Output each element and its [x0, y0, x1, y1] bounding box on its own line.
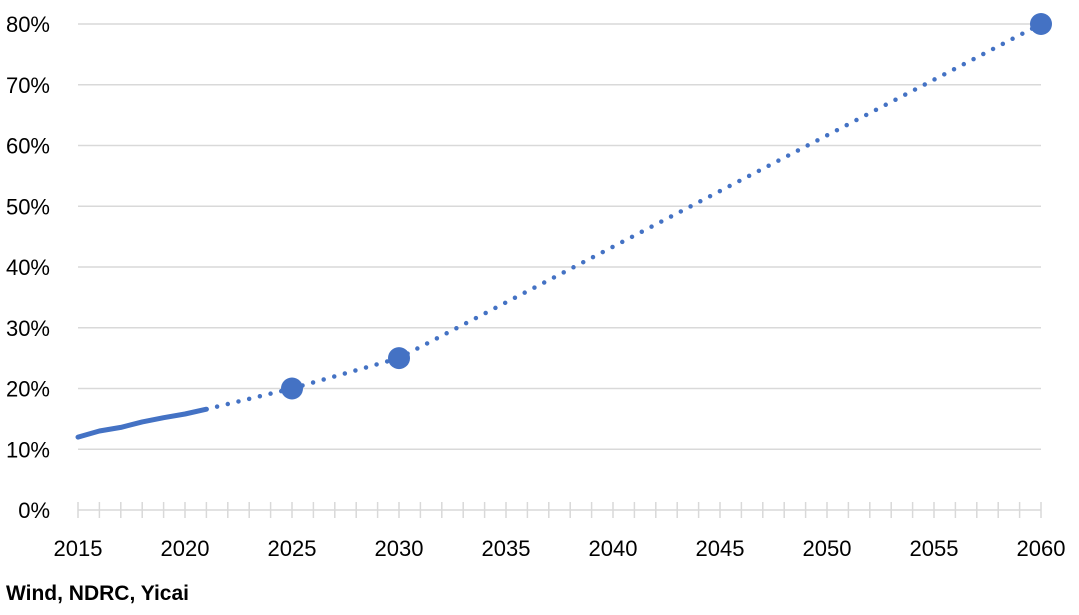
x-tick-label: 2050 [803, 536, 852, 561]
x-tick-label: 2025 [268, 536, 317, 561]
data-point-marker [388, 347, 410, 370]
x-axis [77, 502, 1042, 518]
y-tick-label: 60% [6, 134, 50, 159]
x-axis-tick-labels: 2015 2020 2025 2030 2035 2040 2045 2050 2055 2060 [54, 536, 1066, 561]
y-tick-label: 50% [6, 194, 50, 219]
x-tick-label: 2015 [54, 536, 103, 561]
data-point-marker [281, 377, 303, 400]
y-tick-label: 30% [6, 316, 50, 341]
x-tick-label: 2060 [1017, 536, 1066, 561]
x-tick-label: 2020 [161, 536, 210, 561]
x-tick-label: 2055 [910, 536, 959, 561]
y-tick-label: 10% [6, 437, 50, 462]
gridlines [78, 23, 1041, 450]
x-tick-label: 2045 [696, 536, 745, 561]
y-tick-label: 80% [6, 12, 50, 37]
data-markers [281, 13, 1052, 400]
data-point-marker [1030, 13, 1052, 35]
series-lines [75, 21, 1044, 440]
historical-line [75, 406, 209, 440]
x-tick-label: 2030 [375, 536, 424, 561]
y-tick-label: 0% [18, 498, 50, 523]
x-tick-label: 2035 [482, 536, 531, 561]
y-tick-label: 20% [6, 377, 50, 402]
y-tick-label: 70% [6, 73, 50, 98]
y-axis-tick-labels: 0% 10% 20% 30% 40% 50% 60% 70% 80% [6, 12, 50, 523]
projection-line [204, 21, 1044, 412]
x-tick-label: 2040 [589, 536, 638, 561]
source-note: Wind, NDRC, Yicai [6, 582, 190, 605]
y-tick-label: 40% [6, 255, 50, 280]
